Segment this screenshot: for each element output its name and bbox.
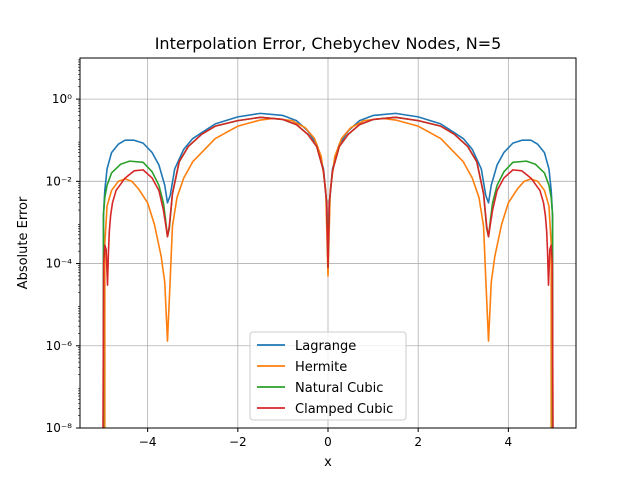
series-line-hermite <box>104 117 552 428</box>
y-axis: 10⁻⁸ 10⁻⁶ 10⁻⁴ 10⁻² 10⁰ <box>46 59 80 435</box>
legend-label: Clamped Cubic <box>295 402 393 417</box>
legend-label: Natural Cubic <box>295 381 383 396</box>
y-tick-label: 10⁻⁶ <box>46 339 73 353</box>
plot-area <box>102 112 554 428</box>
legend-label: Hermite <box>295 360 347 375</box>
y-tick-label: 10⁻⁴ <box>46 257 73 271</box>
x-tick-label: 0 <box>324 435 332 449</box>
x-axis: −4 −2 0 2 4 <box>139 428 512 449</box>
y-tick-label: 10⁰ <box>52 92 72 106</box>
series-line-clamped-cubic <box>102 116 554 428</box>
x-axis-label: x <box>324 455 332 470</box>
y-tick-label: 10⁻⁸ <box>46 421 73 435</box>
legend-box <box>249 331 407 421</box>
legend: Lagrange Hermite Natural Cubic Clamped Cubi… <box>249 331 407 421</box>
legend-label: Lagrange <box>295 339 356 354</box>
x-tick-label: −2 <box>229 435 247 449</box>
x-tick-label: 4 <box>505 435 513 449</box>
y-tick-label: 10⁻² <box>46 174 73 188</box>
x-tick-label: −4 <box>139 435 157 449</box>
y-axis-label: Absolute Error <box>16 196 31 289</box>
chart-title: Interpolation Error, Chebychev Nodes, N=… <box>155 34 502 53</box>
x-tick-label: 2 <box>414 435 422 449</box>
